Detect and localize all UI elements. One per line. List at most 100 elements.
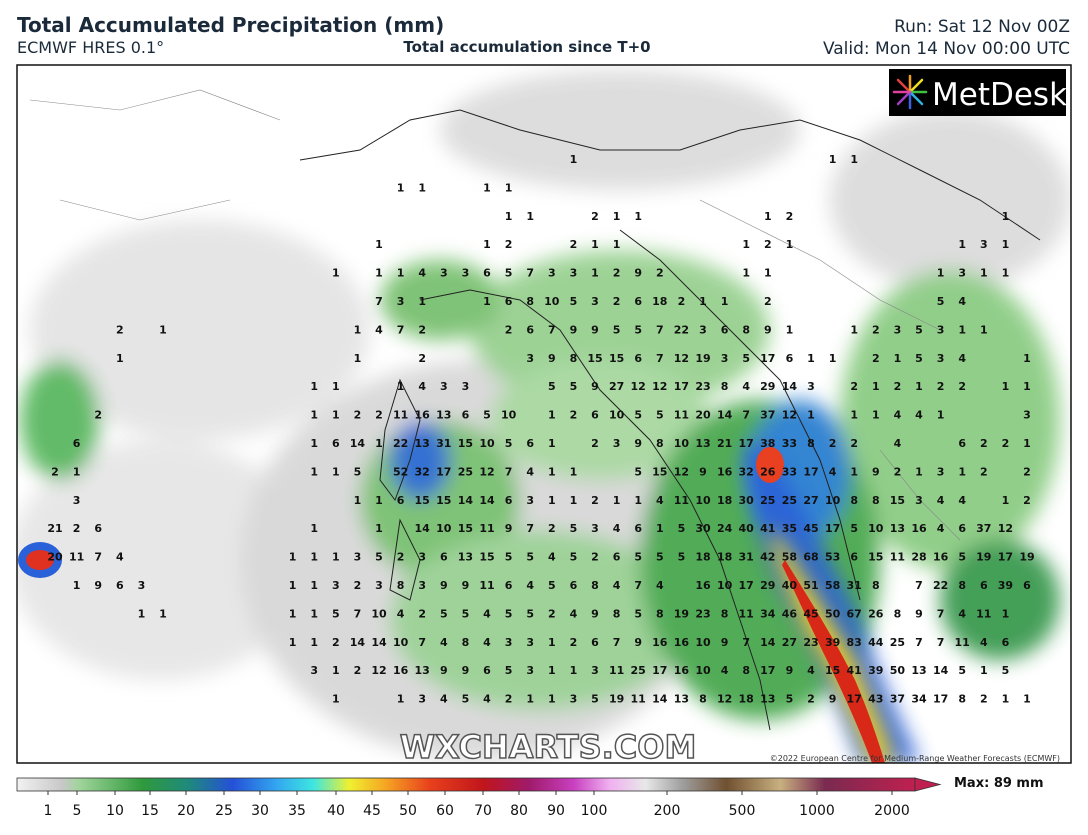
precip-value: 1 — [116, 352, 124, 365]
precip-value: 28 — [911, 551, 926, 564]
precip-value: 14 — [458, 494, 474, 507]
precip-value: 7 — [656, 323, 664, 336]
precip-value: 6 — [462, 409, 470, 422]
precip-value: 3 — [526, 352, 534, 365]
colorbar-tick-label: 5 — [73, 803, 82, 819]
precip-value: 10 — [609, 409, 625, 422]
precip-value: 2 — [980, 693, 988, 706]
precip-value: 4 — [980, 636, 988, 649]
precip-value: 7 — [526, 522, 534, 535]
precip-value: 9 — [872, 465, 880, 478]
precip-value: 67 — [847, 607, 862, 620]
precip-value: 15 — [609, 352, 624, 365]
precip-value: 25 — [890, 636, 905, 649]
precip-value: 40 — [739, 522, 755, 535]
precip-value: 21 — [47, 522, 62, 535]
precip-value: 1 — [289, 607, 297, 620]
precip-value: 39 — [998, 579, 1013, 592]
precip-value: 5 — [354, 465, 362, 478]
precip-value: 6 — [958, 522, 966, 535]
precip-value: 5 — [462, 607, 470, 620]
precip-value: 3 — [591, 295, 599, 308]
precip-value: 1 — [1023, 380, 1031, 393]
precip-value: 7 — [742, 409, 750, 422]
precip-value: 1 — [548, 465, 556, 478]
watermark: WXCHARTS.COM — [400, 728, 697, 766]
precip-value: 1 — [483, 181, 491, 194]
precip-value: 1 — [872, 380, 880, 393]
precip-value: 5 — [548, 579, 556, 592]
precip-value: 8 — [850, 494, 858, 507]
precip-value: 2 — [116, 323, 124, 336]
precip-value: 5 — [505, 607, 513, 620]
precip-value: 5 — [656, 551, 664, 564]
precip-value: 3 — [699, 323, 707, 336]
precip-value: 17 — [998, 551, 1013, 564]
precip-value: 1 — [354, 323, 362, 336]
precip-value: 26 — [760, 465, 776, 478]
precip-value: 1 — [332, 380, 340, 393]
precip-value: 6 — [397, 494, 405, 507]
precip-value: 16 — [674, 664, 690, 677]
precip-value: 13 — [436, 409, 451, 422]
precip-value: 1 — [980, 267, 988, 280]
precip-value: 3 — [375, 579, 383, 592]
precip-value: 2 — [505, 238, 513, 251]
precip-value: 10 — [868, 522, 884, 535]
precip-value: 13 — [458, 551, 473, 564]
colorbar-tick-label: 1000 — [799, 803, 835, 819]
precip-value: 2 — [548, 522, 556, 535]
precip-value: 7 — [548, 323, 556, 336]
precip-value: 4 — [656, 494, 664, 507]
precip-value: 34 — [760, 607, 776, 620]
precip-value: 1 — [310, 551, 318, 564]
precip-value: 8 — [872, 494, 880, 507]
precip-value: 1 — [548, 664, 556, 677]
precip-value: 10 — [674, 437, 690, 450]
precip-value: 1 — [310, 465, 318, 478]
precip-value: 1 — [937, 267, 945, 280]
precip-value: 1 — [829, 352, 837, 365]
precip-value: 13 — [760, 693, 775, 706]
precip-value: 3 — [440, 267, 448, 280]
precip-value: 4 — [375, 323, 383, 336]
precip-value: 11 — [69, 551, 84, 564]
precip-value: 4 — [418, 380, 426, 393]
precip-value: 18 — [739, 693, 754, 706]
precip-value: 1 — [332, 551, 340, 564]
precip-value: 42 — [760, 551, 775, 564]
precip-value: 8 — [721, 380, 729, 393]
precip-value: 2 — [570, 409, 578, 422]
precip-value: 6 — [73, 437, 81, 450]
precip-value: 11 — [479, 579, 494, 592]
precip-value: 7 — [375, 295, 383, 308]
precip-value: 1 — [721, 295, 729, 308]
precip-value: 6 — [1002, 636, 1010, 649]
precip-value: 1 — [397, 380, 405, 393]
precip-value: 15 — [868, 551, 883, 564]
precip-value: 10 — [436, 522, 452, 535]
precip-value: 11 — [674, 409, 689, 422]
precip-value: 26 — [868, 607, 884, 620]
precip-value: 1 — [742, 238, 750, 251]
precip-value: 14 — [479, 494, 495, 507]
precip-value: 2 — [354, 664, 362, 677]
precip-value: 1 — [418, 295, 426, 308]
precip-value: 2 — [73, 522, 81, 535]
precip-value: 4 — [483, 607, 491, 620]
precip-value: 1 — [742, 267, 750, 280]
precip-value: 1 — [1002, 607, 1010, 620]
precip-value: 7 — [634, 579, 642, 592]
precip-value: 8 — [591, 579, 599, 592]
precip-value: 1 — [570, 664, 578, 677]
precip-value: 2 — [937, 380, 945, 393]
precip-value: 2 — [418, 352, 426, 365]
precip-value: 4 — [915, 409, 923, 422]
precip-value: 16 — [674, 636, 690, 649]
colorbar-tick-label: 35 — [288, 803, 306, 819]
precip-value: 1 — [375, 238, 383, 251]
precip-value: 19 — [1019, 551, 1034, 564]
precip-value: 18 — [717, 494, 732, 507]
precip-value: 3 — [1023, 409, 1031, 422]
precip-value: 6 — [591, 409, 599, 422]
